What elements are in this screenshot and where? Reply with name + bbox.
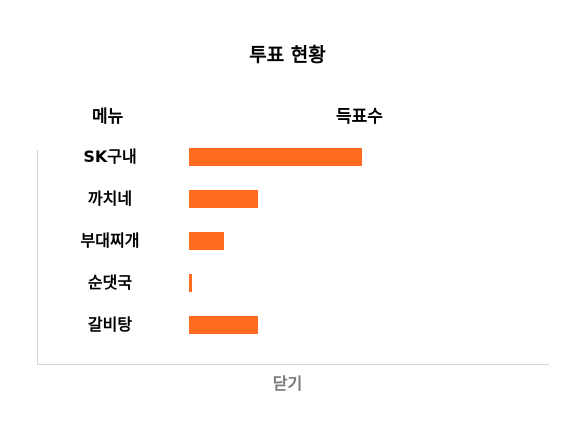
vote-bar (189, 148, 362, 166)
close-button[interactable]: 닫기 (250, 370, 325, 394)
vote-bar (189, 274, 192, 292)
vote-row-label: SK구내 (83, 147, 137, 166)
vote-bar (189, 190, 258, 208)
vote-row-label: 갈비탕 (87, 315, 133, 334)
vote-row: 순댓국 (0, 271, 575, 295)
vote-bar (189, 232, 224, 250)
dialog-title: 투표 현황 (249, 44, 326, 66)
vote-row-label: 순댓국 (87, 273, 133, 292)
chart-axis-horizontal (37, 364, 549, 365)
vote-bar (189, 316, 258, 334)
vote-row: 갈비탕 (0, 313, 575, 337)
vote-row-label: 까치네 (87, 189, 133, 208)
vote-row: 부대찌개 (0, 229, 575, 253)
votes-column-header: 득표수 (336, 107, 383, 127)
vote-row: 까치네 (0, 187, 575, 211)
vote-row-label: 부대찌개 (80, 231, 140, 250)
menu-column-header: 메뉴 (92, 107, 124, 127)
vote-row: SK구내 (0, 145, 575, 169)
chart-axis-vertical (37, 150, 38, 365)
